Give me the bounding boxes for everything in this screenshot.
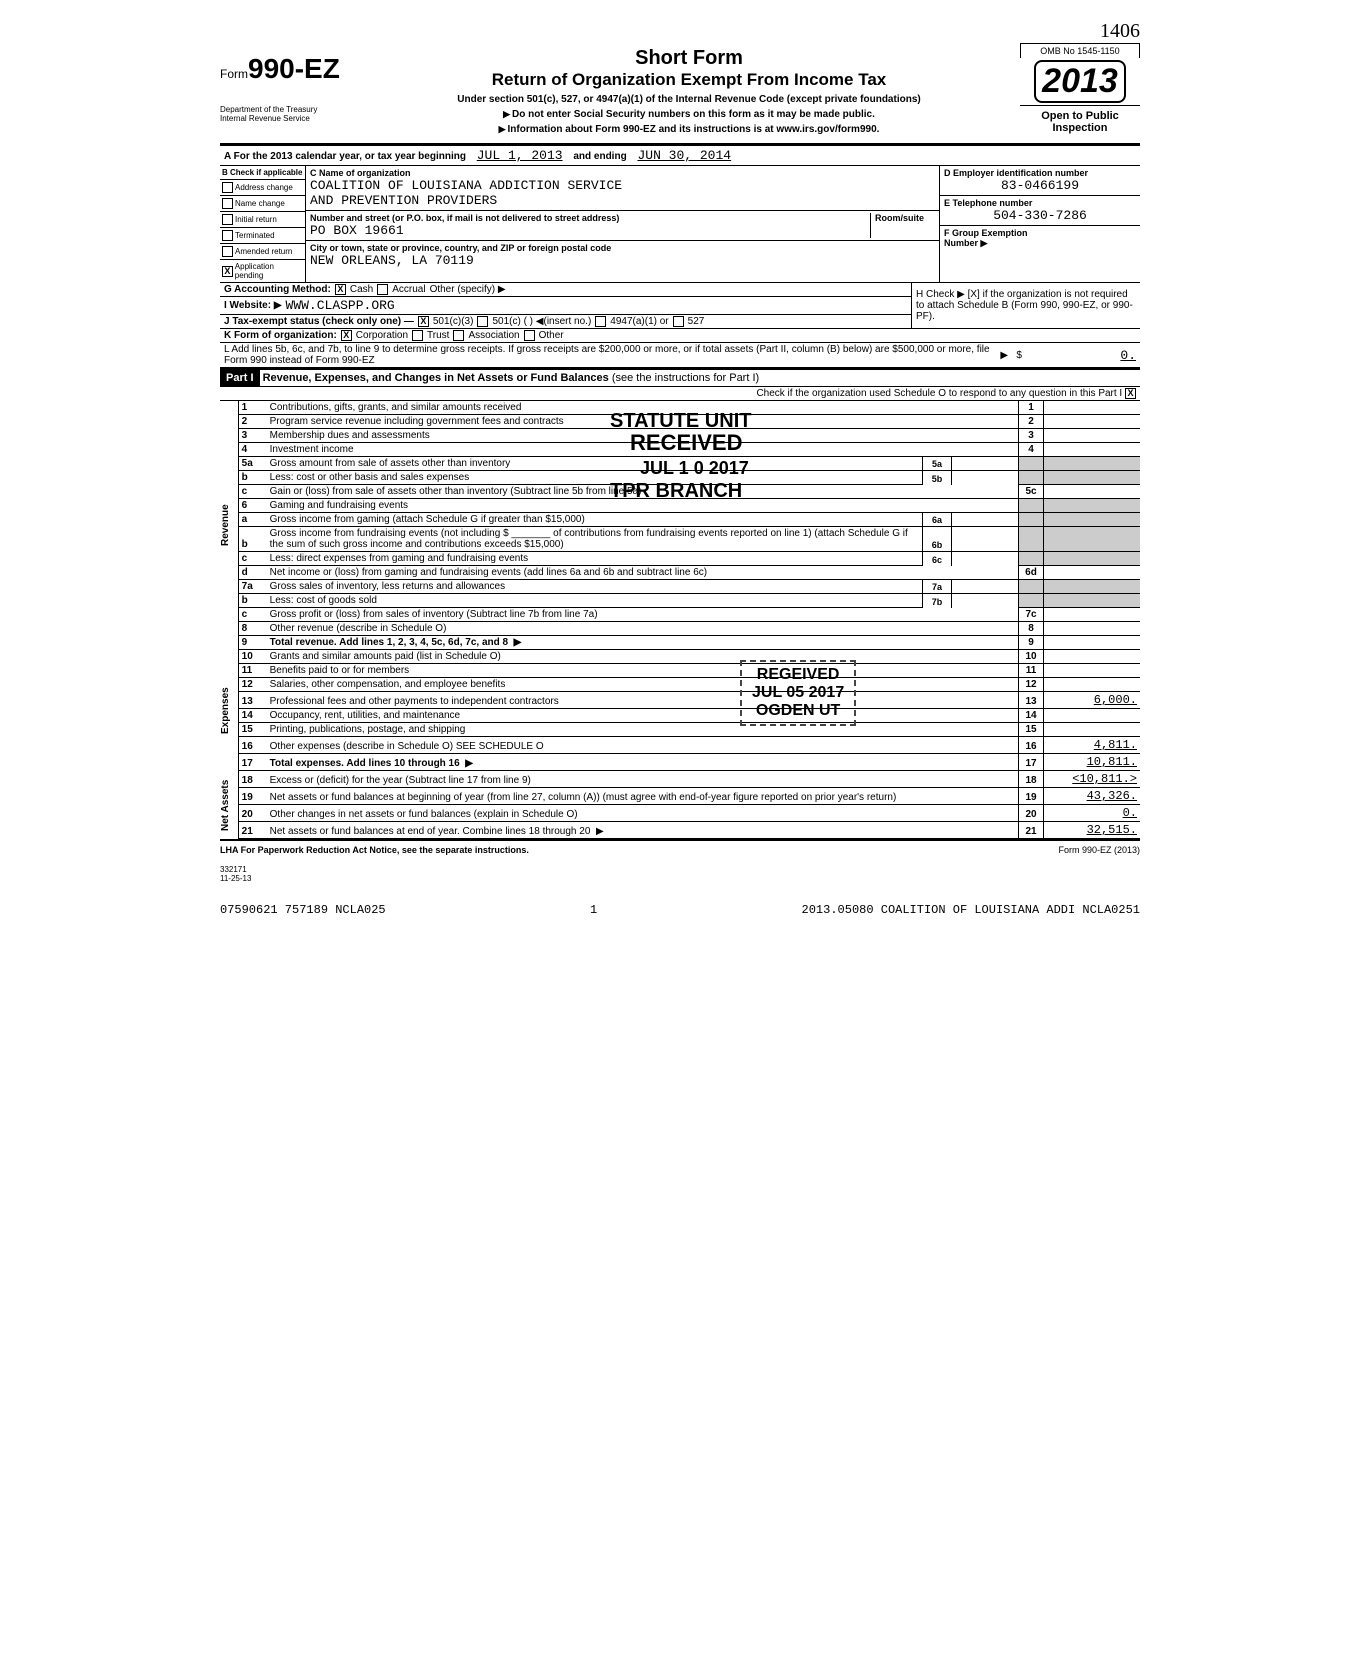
- period-begin: JUL 1, 2013: [469, 148, 571, 163]
- side-revenue: Revenue: [220, 401, 238, 650]
- expense-table: 10Grants and similar amounts paid (list …: [239, 650, 1140, 771]
- handwritten-number: 1406: [220, 20, 1140, 43]
- addr-label: Number and street (or P.O. box, if mail …: [310, 213, 870, 223]
- line-h: H Check ▶ [X] if the organization is not…: [911, 283, 1140, 329]
- schedule-o-note: Check if the organization used Schedule …: [756, 388, 1122, 399]
- bottom-right-code: 2013.05080 COALITION OF LOUISIANA ADDI N…: [802, 903, 1140, 917]
- period-prefix: A For the 2013 calendar year, or tax yea…: [224, 151, 466, 162]
- department-block: Department of the Treasury Internal Reve…: [220, 85, 358, 123]
- revenue-table: 1Contributions, gifts, grants, and simil…: [239, 401, 1140, 650]
- period-line: A For the 2013 calendar year, or tax yea…: [220, 145, 1140, 166]
- return-title: Return of Organization Exempt From Incom…: [358, 70, 1020, 90]
- period-end: JUN 30, 2014: [629, 148, 739, 163]
- form-number-block: Form990-EZ: [220, 43, 358, 85]
- org-address: PO BOX 19661: [310, 223, 870, 238]
- line-l: L Add lines 5b, 6c, and 7b, to line 9 to…: [220, 343, 1140, 368]
- cb-initial: Initial return: [220, 212, 305, 228]
- footer-row: LHA For Paperwork Reduction Act Notice, …: [220, 845, 1140, 855]
- bottom-left-code: 07590621 757189 NCLA025: [220, 903, 386, 917]
- form-number: 990-EZ: [248, 53, 340, 84]
- open-public: Open to Public: [1020, 110, 1140, 122]
- subtitle-ssn: Do not enter Social Security numbers on …: [358, 109, 1020, 120]
- omb-number: OMB No 1545-1150: [1020, 43, 1140, 58]
- cb-amended: Amended return: [220, 244, 305, 260]
- part-1-header: Part I Revenue, Expenses, and Changes in…: [220, 368, 1140, 401]
- revision-code: 332171 11-25-13: [220, 865, 1140, 883]
- subtitle-section: Under section 501(c), 527, or 4947(a)(1)…: [358, 94, 1020, 105]
- website-value: WWW.CLASPP.ORG: [286, 298, 395, 313]
- cb-name: Name change: [220, 196, 305, 212]
- dept-irs: Internal Revenue Service: [220, 114, 358, 123]
- bottom-code-row: 07590621 757189 NCLA025 1 2013.05080 COA…: [220, 903, 1140, 917]
- cb-address: Address change: [220, 180, 305, 196]
- line-j: J Tax-exempt status (check only one) — X…: [220, 315, 911, 329]
- inspection: Inspection: [1020, 122, 1140, 134]
- tax-year: 2013: [1034, 60, 1126, 103]
- org-name-1: COALITION OF LOUISIANA ADDICTION SERVICE: [310, 178, 935, 193]
- group-label: F Group Exemption: [944, 228, 1136, 238]
- group-number: Number ▶: [944, 238, 1136, 249]
- schedule-o-checkbox: X: [1125, 388, 1136, 399]
- title-block: Short Form Return of Organization Exempt…: [358, 43, 1020, 143]
- lha-notice: LHA For Paperwork Reduction Act Notice, …: [220, 845, 529, 855]
- room-label: Room/suite: [875, 213, 935, 223]
- org-city: NEW ORLEANS, LA 70119: [310, 253, 935, 268]
- side-netassets: Net Assets: [220, 771, 231, 839]
- name-address-column: C Name of organization COALITION OF LOUI…: [306, 166, 940, 282]
- cb-terminated: Terminated: [220, 228, 305, 244]
- phone-label: E Telephone number: [944, 198, 1136, 208]
- year-box: OMB No 1545-1150 2013 Open to Public Ins…: [1020, 43, 1140, 138]
- city-label: City or town, state or province, country…: [310, 243, 935, 253]
- netassets-table: 18Excess or (deficit) for the year (Subt…: [239, 771, 1140, 839]
- phone-value: 504-330-7286: [944, 208, 1136, 223]
- org-name-2: AND PREVENTION PROVIDERS: [310, 193, 935, 208]
- subtitle-info: Information about Form 990-EZ and its in…: [358, 124, 1020, 135]
- inspection-block: Open to Public Inspection: [1020, 105, 1140, 138]
- line-l-amount: 0.: [1026, 348, 1136, 363]
- ein-value: 83-0466199: [944, 178, 1136, 193]
- cb-pending: XApplication pending: [220, 260, 305, 282]
- side-expenses: Expenses: [220, 650, 231, 771]
- check-column-b: B Check if applicable Address change Nam…: [220, 166, 306, 282]
- dept-treasury: Department of the Treasury: [220, 105, 358, 114]
- line-g: G Accounting Method: XCash Accrual Other…: [220, 283, 911, 297]
- period-mid: and ending: [573, 151, 626, 162]
- ein-label: D Employer identification number: [944, 168, 1136, 178]
- short-form-title: Short Form: [358, 47, 1020, 70]
- form-footer: Form 990-EZ (2013): [1058, 845, 1140, 855]
- form-prefix: Form: [220, 67, 248, 81]
- org-name-label: C Name of organization: [310, 168, 935, 178]
- page-number: 1: [590, 903, 597, 917]
- info-grid: B Check if applicable Address change Nam…: [220, 166, 1140, 283]
- part-label: Part I: [220, 370, 260, 386]
- form-header: Form990-EZ Department of the Treasury In…: [220, 43, 1140, 145]
- line-k: K Form of organization: XCorporation Tru…: [220, 329, 1140, 343]
- part-title: Revenue, Expenses, and Changes in Net As…: [263, 372, 609, 384]
- right-info-column: D Employer identification number 83-0466…: [940, 166, 1140, 282]
- part-note: (see the instructions for Part I): [612, 372, 759, 384]
- line-i: I Website: ▶ WWW.CLASPP.ORG: [220, 297, 911, 315]
- check-b-header: B Check if applicable: [220, 166, 305, 180]
